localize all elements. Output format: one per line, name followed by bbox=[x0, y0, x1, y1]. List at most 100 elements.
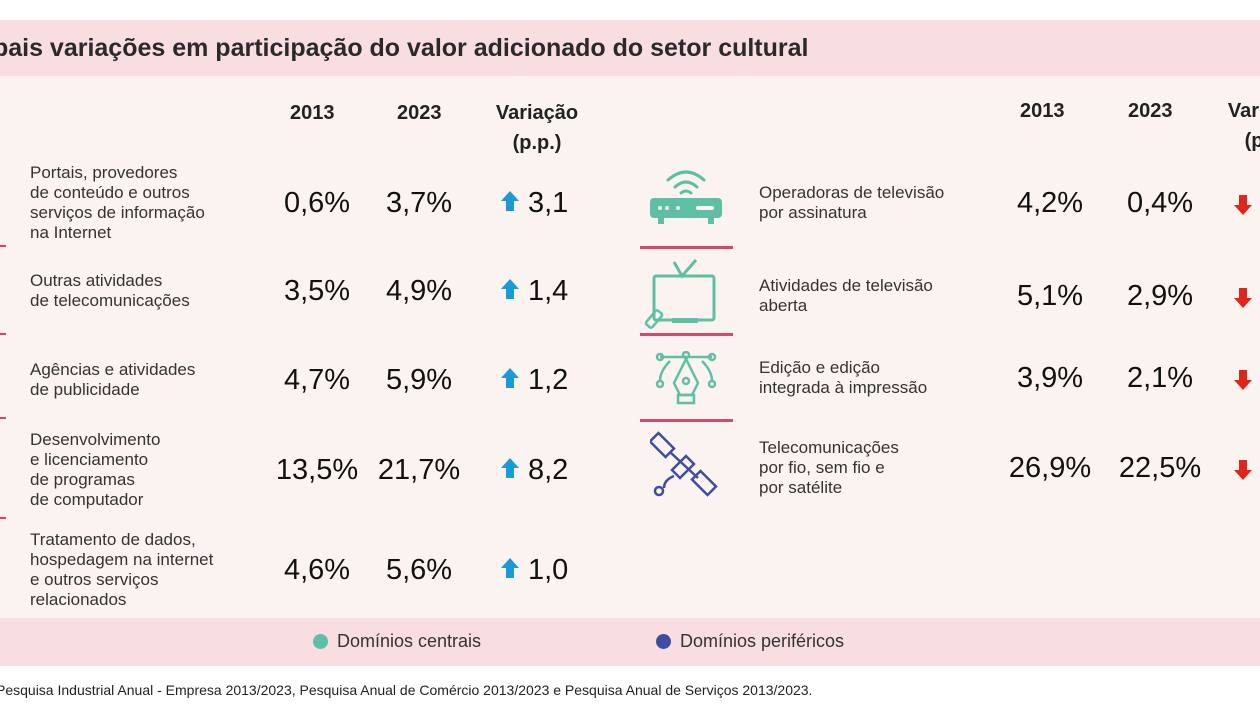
chart-title: ipais variações em participação do valor… bbox=[0, 34, 809, 62]
header-variation: Variação (p.p.) bbox=[489, 98, 585, 158]
row-label-line: por fio, sem fio e bbox=[759, 458, 885, 477]
legend-peripheral: Domínios periféricos bbox=[656, 631, 844, 652]
variation bbox=[1233, 284, 1253, 317]
value-2013: 4,6% bbox=[283, 554, 351, 586]
row-label-line: Portais, provedores bbox=[30, 163, 178, 182]
variation-value: 3,1 bbox=[528, 187, 569, 219]
header-variation-line2: (p.p.) bbox=[512, 132, 562, 154]
value-2013: 5,1% bbox=[1016, 280, 1084, 312]
row-label-line: Agências e atividades bbox=[30, 360, 196, 379]
variation: 8,2 bbox=[500, 454, 568, 487]
variation: 1,0 bbox=[500, 554, 568, 587]
header-variation-right-line1: Variação bbox=[1227, 100, 1260, 122]
legend-peripheral-label: Domínios periféricos bbox=[680, 631, 845, 651]
row-label-line: de programas bbox=[30, 470, 135, 489]
row-label: Tratamento de dados, hospedagem na intern… bbox=[30, 530, 213, 610]
down-arrow-icon bbox=[1233, 191, 1253, 224]
value-2023: 0,4% bbox=[1126, 187, 1194, 219]
row-label-line: na Internet bbox=[30, 223, 112, 242]
row-label-line: aberta bbox=[759, 296, 808, 315]
table-panel bbox=[0, 76, 1260, 618]
value-2023: 2,1% bbox=[1126, 362, 1194, 394]
row-label: Operadoras de televisão por assinatura bbox=[759, 183, 944, 223]
pen-tool-icon bbox=[655, 351, 717, 405]
row-label-line: integrada à impressão bbox=[759, 378, 928, 397]
row-label-line: de publicidade bbox=[30, 380, 140, 399]
header-2013-right: 2013 bbox=[1020, 100, 1065, 122]
variation-value: 8,2 bbox=[528, 454, 569, 486]
value-2023: 2,9% bbox=[1126, 280, 1194, 312]
down-arrow-icon bbox=[1233, 284, 1253, 317]
row-label: Outras atividades de telecomunicações bbox=[30, 271, 190, 311]
legend-dot-central bbox=[313, 634, 328, 649]
row-divider bbox=[0, 417, 6, 419]
row-label-line: Tratamento de dados, bbox=[30, 530, 196, 549]
variation bbox=[1233, 191, 1253, 224]
row-label: Telecomunicações por fio, sem fio e por sa… bbox=[759, 438, 899, 498]
satellite-icon bbox=[650, 431, 718, 497]
row-label-line: e licenciamento bbox=[30, 450, 149, 469]
title-band bbox=[0, 20, 1260, 76]
legend-central: Domínios centrais bbox=[313, 631, 481, 652]
row-label-line: serviços de informação bbox=[30, 203, 205, 222]
value-2023: 3,7% bbox=[385, 187, 453, 219]
up-arrow-icon bbox=[500, 187, 520, 220]
row-label-line: de computador bbox=[30, 490, 144, 509]
row-label-line: Outras atividades bbox=[30, 271, 163, 290]
row-label-line: Edição e edição bbox=[759, 358, 880, 377]
row-label: Desenvolvimento e licenciamento de program… bbox=[30, 430, 160, 510]
value-2023: 5,6% bbox=[385, 554, 453, 586]
value-2013: 4,7% bbox=[283, 364, 351, 396]
row-label: Portais, provedores de conteúdo e outros s… bbox=[30, 163, 205, 243]
row-label-line: Telecomunicações bbox=[759, 438, 899, 457]
header-variation-line1: Variação bbox=[495, 102, 579, 124]
row-label: Edição e edição integrada à impressão bbox=[759, 358, 927, 398]
row-label-line: Desenvolvimento bbox=[30, 430, 161, 449]
value-2013: 4,2% bbox=[1016, 187, 1084, 219]
row-divider bbox=[0, 245, 6, 247]
row-label: Atividades de televisão aberta bbox=[759, 276, 933, 316]
header-2023: 2023 bbox=[397, 102, 442, 124]
down-arrow-icon bbox=[1233, 456, 1253, 489]
header-2013: 2013 bbox=[290, 102, 335, 124]
value-2013: 3,5% bbox=[283, 275, 351, 307]
variation-value: 1,0 bbox=[528, 554, 569, 586]
header-variation-right: Variação (p.p.) bbox=[1200, 95, 1260, 165]
row-label-line: relacionados bbox=[30, 590, 127, 609]
row-label-line: Atividades de televisão bbox=[759, 276, 933, 295]
row-label-line: e outros serviços bbox=[30, 570, 159, 589]
value-2013: 3,9% bbox=[1016, 362, 1084, 394]
value-2013: 0,6% bbox=[283, 187, 351, 219]
up-arrow-icon bbox=[500, 275, 520, 308]
variation bbox=[1233, 366, 1253, 399]
row-divider bbox=[0, 517, 6, 519]
value-2023: 4,9% bbox=[385, 275, 453, 307]
row-label-line: por satélite bbox=[759, 478, 843, 497]
variation: 1,4 bbox=[500, 275, 568, 308]
row-label-line: de conteúdo e outros bbox=[30, 183, 190, 202]
row-label: Agências e atividades de publicidade bbox=[30, 360, 195, 400]
variation-value: 1,2 bbox=[528, 364, 569, 396]
variation bbox=[1233, 456, 1253, 489]
row-label-line: hospedagem na internet bbox=[30, 550, 214, 569]
variation-value: 1,4 bbox=[528, 275, 569, 307]
header-2023-right: 2023 bbox=[1128, 100, 1173, 122]
row-label-line: de telecomunicações bbox=[30, 291, 190, 310]
router-icon bbox=[650, 170, 722, 224]
value-2013: 26,9% bbox=[1008, 452, 1092, 484]
variation: 3,1 bbox=[500, 187, 568, 220]
legend-band bbox=[0, 618, 1260, 666]
row-divider bbox=[640, 333, 733, 336]
value-2023: 5,9% bbox=[385, 364, 453, 396]
legend-dot-peripheral bbox=[656, 634, 671, 649]
up-arrow-icon bbox=[500, 454, 520, 487]
tv-icon bbox=[644, 259, 716, 329]
value-2013: 13,5% bbox=[275, 454, 359, 486]
legend-central-label: Domínios centrais bbox=[337, 631, 482, 651]
down-arrow-icon bbox=[1233, 366, 1253, 399]
row-divider bbox=[0, 333, 6, 335]
row-label-line: Operadoras de televisão bbox=[759, 183, 945, 202]
header-variation-right-line2: (p.p.) bbox=[1244, 130, 1260, 152]
row-label-line: por assinatura bbox=[759, 203, 867, 222]
up-arrow-icon bbox=[500, 554, 520, 587]
